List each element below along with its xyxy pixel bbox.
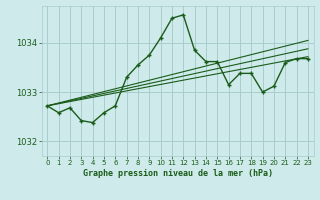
X-axis label: Graphe pression niveau de la mer (hPa): Graphe pression niveau de la mer (hPa) (83, 169, 273, 178)
